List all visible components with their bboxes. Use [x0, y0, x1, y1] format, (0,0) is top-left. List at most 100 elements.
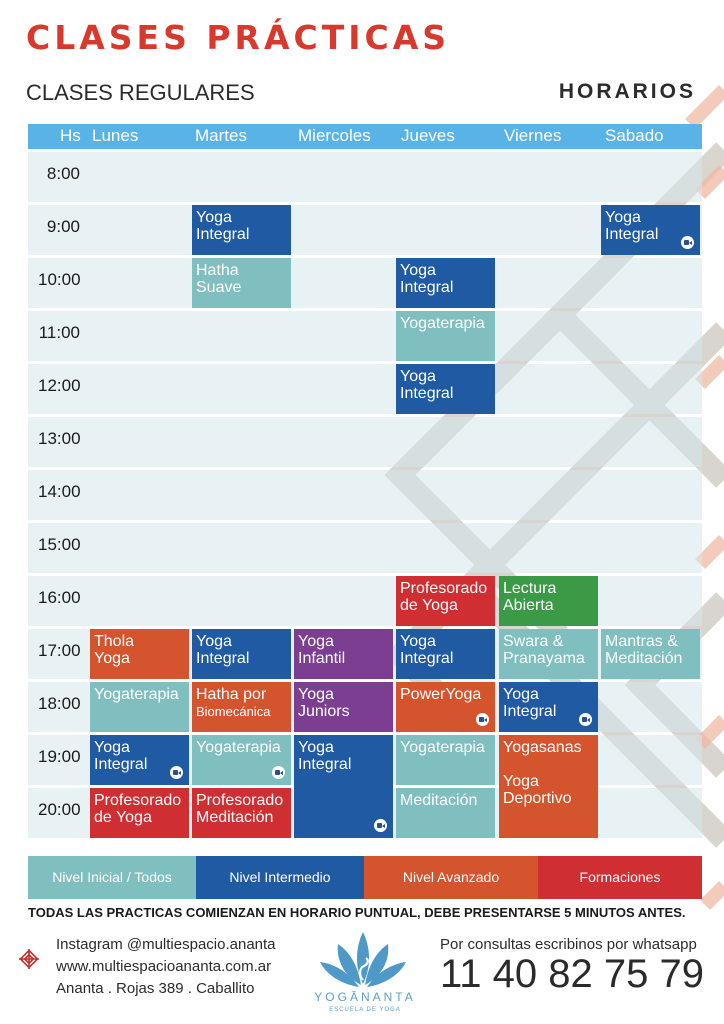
instagram-handle[interactable]: Instagram @multiespacio.ananta	[56, 936, 276, 953]
time-label: 10:00	[38, 270, 81, 289]
class-name-line: Yogaterapia	[196, 739, 281, 756]
class-name-line: Integral	[400, 650, 454, 667]
class-block[interactable]: Hatha por Biomecánica	[192, 682, 291, 732]
class-name-line: de Yoga	[94, 809, 152, 826]
class-name-line: de Yoga	[400, 597, 458, 614]
class-block[interactable]: Yoga Integral	[396, 364, 495, 414]
class-name-line: Integral	[196, 226, 250, 243]
endless-knot-icon	[19, 949, 39, 969]
online-camera-icon	[272, 766, 285, 779]
class-name-line: Integral	[503, 703, 557, 720]
class-name-line: Hatha	[196, 262, 239, 279]
class-name-line: Yoga	[298, 739, 334, 756]
address: Ananta . Rojas 389 . Caballito	[56, 980, 255, 997]
class-name-line: Infantil	[298, 650, 346, 667]
class-name-line: Meditación	[605, 650, 683, 667]
schedule-grid: Hs Lunes Martes Miercoles Jueves Viernes…	[28, 124, 702, 840]
class-block[interactable]: Yoga Integral	[601, 205, 700, 255]
class-block[interactable]: Yoga Integral	[396, 258, 495, 308]
class-block[interactable]: Yoga Integral	[499, 682, 598, 732]
online-camera-icon	[476, 713, 489, 726]
class-block[interactable]: Yogaterapia	[396, 311, 495, 361]
class-block[interactable]: Yoga Integral	[396, 629, 495, 679]
time-row	[28, 417, 702, 467]
class-block[interactable]: Thola Yoga	[90, 629, 189, 679]
class-name-line: Yoga	[196, 633, 232, 650]
class-name-line: Yoga	[196, 209, 232, 226]
class-block[interactable]: Swara & Pranayama	[499, 629, 598, 679]
class-name-line: Integral	[400, 279, 454, 296]
class-block[interactable]: PowerYoga	[396, 682, 495, 732]
online-camera-icon	[374, 819, 387, 832]
time-label: 13:00	[38, 429, 81, 448]
class-name-line: Integral	[400, 385, 454, 402]
class-block[interactable]: Hatha Suave	[192, 258, 291, 308]
class-name-line: Integral	[196, 650, 250, 667]
lotus-swan-icon	[320, 932, 406, 987]
section-subtitle: CLASES REGULARES	[26, 80, 255, 105]
logo-tagline: ESCUELA DE YOGA	[329, 1007, 401, 1013]
time-label: 9:00	[46, 217, 80, 236]
class-name-line: Mantras &	[605, 633, 678, 650]
class-block[interactable]: Lectura Abierta	[499, 576, 598, 626]
whatsapp-number[interactable]: 11 40 82 75 79	[440, 952, 704, 996]
legend-item: Nivel Avanzado	[364, 856, 538, 899]
class-name-line: Yoga	[400, 262, 436, 279]
time-label: 11:00	[38, 323, 80, 342]
time-row	[28, 470, 702, 520]
online-camera-icon	[681, 236, 694, 249]
class-name-line: Integral	[298, 756, 352, 773]
class-block[interactable]: Yoga Integral	[294, 735, 393, 838]
horarios-label: HORARIOS	[558, 80, 696, 103]
contact-info: Instagram @multiespacio.ananta www.multi…	[56, 934, 276, 1000]
class-name-line: Meditación	[400, 792, 478, 809]
class-name-line: Yogaterapia	[94, 686, 179, 703]
class-block[interactable]: Yogasanas Yoga Deportivo	[499, 735, 598, 838]
time-row	[28, 152, 702, 202]
class-name-line: PowerYoga	[400, 686, 482, 703]
class-block[interactable]: Profesorado de Yoga	[396, 576, 495, 626]
class-block[interactable]: Yoga Integral	[192, 205, 291, 255]
whatsapp-label: Por consultas escribinos por whatsapp	[440, 936, 697, 953]
class-block[interactable]: Profesorado Meditación	[192, 788, 291, 838]
time-row	[28, 205, 702, 255]
page-title: CLASES PRÁCTICAS	[26, 18, 451, 57]
class-block[interactable]: Profesorado de Yoga	[90, 788, 189, 838]
punctuality-notice: TODAS LAS PRACTICAS COMIENZAN EN HORARIO…	[28, 905, 686, 920]
class-name-line: Yogaterapia	[400, 315, 485, 332]
time-label: 15:00	[38, 535, 81, 554]
class-name-line: Yoga	[298, 686, 334, 703]
time-label: 17:00	[38, 641, 81, 660]
time-row	[28, 364, 702, 414]
legend-item: Formaciones	[538, 856, 702, 899]
day-header-lunes: Lunes	[92, 126, 139, 145]
class-block[interactable]: Yoga Integral	[90, 735, 189, 785]
class-name-line: Yoga	[503, 773, 539, 790]
level-legend: Nivel Inicial / Todos Nivel Intermedio Niv…	[28, 856, 702, 899]
class-block[interactable]: Yoga Infantil	[294, 629, 393, 679]
class-name-line: Yoga	[503, 686, 539, 703]
schedule-header-row: Hs Lunes Martes Miercoles Jueves Viernes…	[28, 124, 702, 149]
class-block[interactable]: Yoga Integral	[192, 629, 291, 679]
day-header-jueves: Jueves	[401, 126, 455, 145]
class-block[interactable]: Yogaterapia	[396, 735, 495, 785]
online-camera-icon	[579, 713, 592, 726]
class-name-line: Thola	[94, 633, 135, 650]
website-url[interactable]: www.multiespacioananta.com.ar	[56, 958, 272, 975]
class-name-line	[503, 756, 594, 773]
class-name-line: Profesorado	[400, 580, 488, 597]
class-name-line: Deportivo	[503, 790, 572, 807]
class-name-line: Integral	[605, 226, 659, 243]
class-name-line: Pranayama	[503, 650, 585, 667]
class-block[interactable]: Yogaterapia	[90, 682, 189, 732]
class-block[interactable]: Yogaterapia	[192, 735, 291, 785]
day-header-martes: Martes	[195, 126, 247, 145]
class-block[interactable]: Meditación	[396, 788, 495, 838]
class-name-line: Yoga	[94, 650, 130, 667]
class-block[interactable]: Mantras & Meditación	[601, 629, 700, 679]
class-block[interactable]: Yoga Juniors	[294, 682, 393, 732]
class-name-line: Integral	[94, 756, 148, 773]
class-name-line: Meditación	[196, 809, 274, 826]
class-name-line: Swara &	[503, 633, 564, 650]
class-name-line: Biomecánica	[196, 704, 271, 719]
